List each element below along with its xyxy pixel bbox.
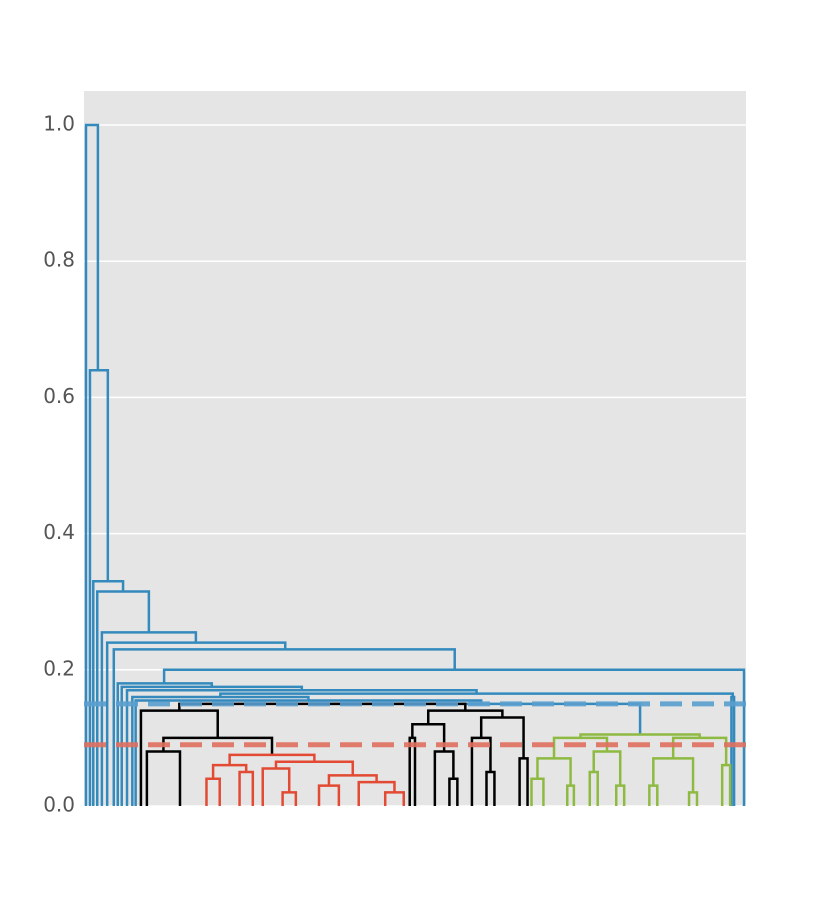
dendrogram-link xyxy=(145,750,182,806)
dendrogram-link xyxy=(470,736,492,806)
dendrogram-link xyxy=(592,750,622,786)
dendrogram-link xyxy=(720,763,732,806)
dendrogram-link xyxy=(228,753,316,766)
y-tick-label: 0.2 xyxy=(43,656,75,680)
y-tick-label: 0.0 xyxy=(43,793,75,817)
dendrogram-link xyxy=(614,784,626,806)
dendrogram-link xyxy=(411,723,446,752)
dendrogram-link xyxy=(281,791,298,806)
dendrogram-link xyxy=(112,648,456,806)
dendrogram-link xyxy=(84,123,100,806)
dendrogram-link xyxy=(687,791,699,806)
dendrogram-link xyxy=(238,770,255,806)
dendrogram-link xyxy=(408,736,417,806)
dendrogram-link xyxy=(105,641,287,806)
dendrogram-link xyxy=(125,688,478,806)
y-tick-label: 1.0 xyxy=(43,112,75,136)
dendrogram-link xyxy=(518,757,529,806)
dendrogram-link xyxy=(131,695,310,806)
dendrogram-link xyxy=(383,791,405,806)
y-tick-label: 0.4 xyxy=(43,520,75,544)
dendrogram-link xyxy=(95,590,151,806)
dendrogram-link xyxy=(433,750,455,806)
dendrogram-link xyxy=(88,368,110,806)
dendrogram-link xyxy=(139,709,219,806)
dendrogram-link xyxy=(92,580,125,806)
dendrogram-link xyxy=(566,784,576,806)
dendrogram-link xyxy=(648,784,659,806)
plot-area xyxy=(84,91,746,806)
dendrogram-link xyxy=(274,760,355,776)
dendrogram-link xyxy=(205,777,221,806)
y-tick-label: 0.8 xyxy=(43,248,75,272)
dendrogram-link xyxy=(317,784,341,806)
dendrogram-link xyxy=(530,777,545,806)
dendrogram-link xyxy=(485,770,496,806)
dendrogram-link xyxy=(162,668,746,806)
dendrogram-link xyxy=(100,631,198,806)
dendrogram-link xyxy=(730,695,736,806)
y-tick-label: 0.6 xyxy=(43,384,75,408)
dendrogram-link xyxy=(579,733,701,738)
dendrogram-link xyxy=(211,763,248,779)
dendrogram-link xyxy=(327,774,378,786)
dendrogram-link xyxy=(426,709,504,725)
dendrogram-link xyxy=(671,736,728,766)
dendrogram-link xyxy=(479,716,525,759)
dendrogram-link xyxy=(357,780,396,806)
dendrogram-link xyxy=(448,777,459,806)
dendrogram-link xyxy=(536,757,572,786)
dendrogram-link xyxy=(652,757,695,793)
dendrogram-link xyxy=(588,770,599,806)
dendrogram-link xyxy=(219,692,735,698)
dendrogram-link xyxy=(261,767,291,806)
